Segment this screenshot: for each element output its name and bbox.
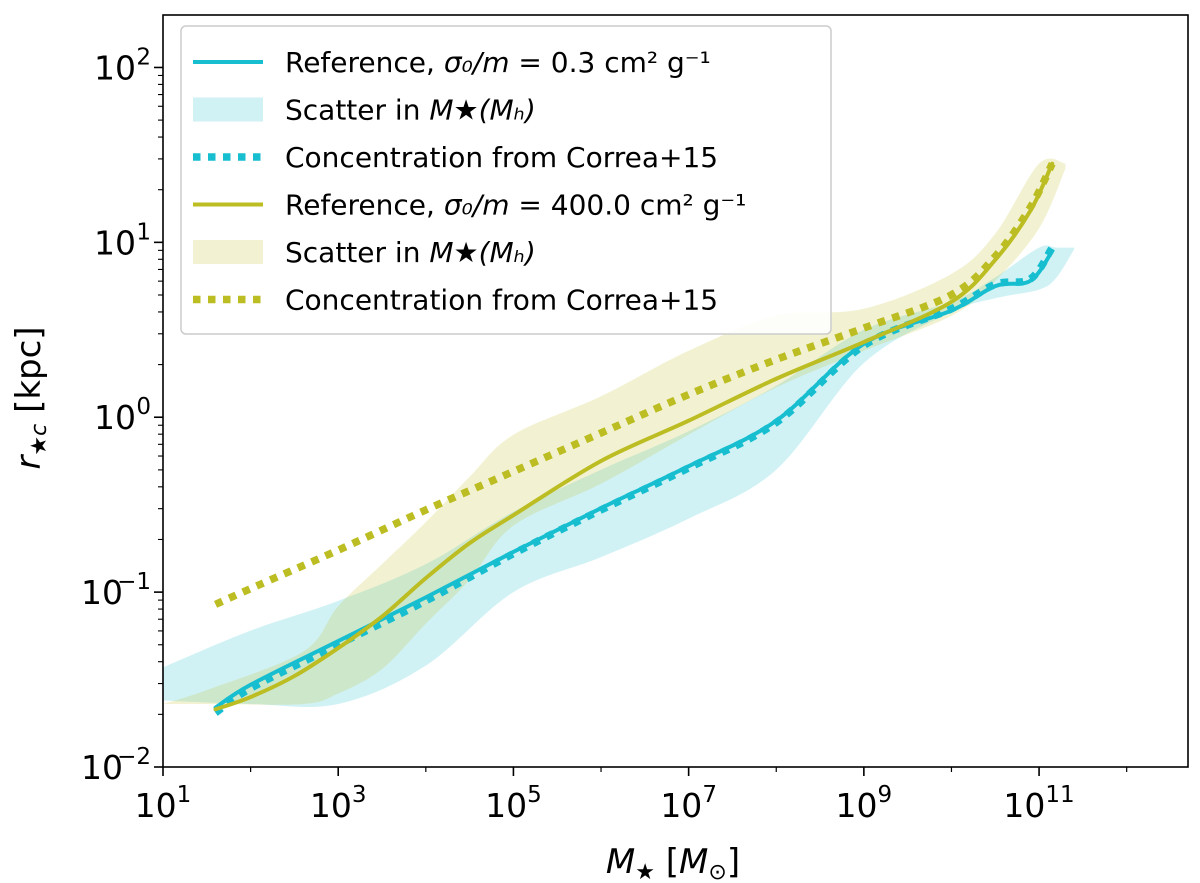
y-tick-label: 10−1 [81, 569, 151, 612]
legend-swatch-band [193, 240, 263, 264]
legend-entry-2: Scatter in M★(Mₕ) [193, 94, 536, 127]
legend-label: Scatter in M★(Mₕ) [285, 236, 536, 269]
legend-entry-5: Scatter in M★(Mₕ) [193, 236, 536, 269]
plot-frame [162, 14, 1189, 768]
y-tick-label: 102 [94, 44, 151, 87]
data-series [213, 161, 1056, 716]
legend-swatch-band [193, 97, 263, 122]
legend-entry-6: Concentration from Correa+15 [193, 284, 718, 317]
x-axis-label: M★ [M⊙] [606, 842, 740, 883]
y-tick-label: 101 [94, 219, 151, 262]
legend-label: Scatter in M★(Mₕ) [285, 94, 536, 127]
legend-entry-1: Reference, σ₀/m = 0.3 cm² g⁻¹ [193, 46, 711, 79]
x-tick-label: 103 [310, 782, 367, 825]
legend-label: Concentration from Correa+15 [285, 141, 718, 174]
y-tick-label: 10−2 [81, 744, 151, 787]
legend-entry-4: Reference, σ₀/m = 400.0 cm² g⁻¹ [193, 189, 746, 222]
y-tick-label: 100 [94, 394, 151, 437]
series-line-4-dotted [214, 161, 1056, 608]
x-tick-label: 105 [485, 782, 542, 825]
y-axis-ticks: 10−2 10−1 100 101 102 [81, 44, 163, 787]
legend: Reference, σ₀/m = 0.3 cm² g⁻¹ Scatter in … [180, 25, 832, 335]
legend-label: Reference, σ₀/m = 400.0 cm² g⁻¹ [285, 189, 746, 222]
y-axis-label: r★c [kpc] [9, 326, 52, 469]
series-line-2-dotted [213, 245, 1056, 716]
legend-entry-3: Concentration from Correa+15 [193, 141, 718, 174]
legend-label: Concentration from Correa+15 [285, 284, 718, 317]
x-tick-label: 101 [135, 782, 192, 825]
scatter-band-2 [163, 158, 1066, 705]
legend-box [180, 25, 832, 335]
x-tick-label: 109 [836, 782, 893, 825]
legend-label: Reference, σ₀/m = 0.3 cm² g⁻¹ [285, 46, 711, 79]
x-tick-label: 107 [660, 782, 717, 825]
series-line-3-solid [213, 161, 1055, 712]
x-tick-label: 1011 [1003, 782, 1074, 825]
x-axis-ticks: 101 103 105 107 109 1011 [135, 767, 1128, 825]
